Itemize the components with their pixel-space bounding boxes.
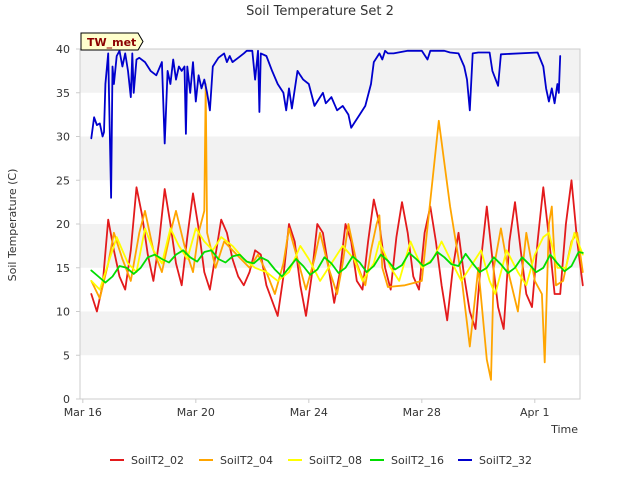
y-tick-label: 35	[56, 87, 70, 100]
x-tick-label: Apr 1	[520, 406, 550, 419]
grid-band	[80, 49, 580, 93]
plot-bands	[80, 49, 580, 399]
grid-band	[80, 136, 580, 181]
legend-item: SoilT2_04	[199, 454, 273, 467]
series-lines	[90, 49, 584, 381]
y-axis: 0 5 10 15 20 25 30 35 40	[56, 43, 80, 406]
legend-item: SoilT2_16	[370, 454, 444, 467]
legend-label: SoilT2_32	[479, 454, 532, 467]
station-badge: TW_met	[80, 32, 144, 51]
y-tick-label: 30	[56, 131, 70, 144]
legend-label: SoilT2_16	[391, 454, 444, 467]
chart-title: Soil Temperature Set 2	[246, 4, 394, 19]
series-line-soilt2-08	[90, 227, 584, 295]
grid-band	[80, 180, 580, 224]
y-tick-label: 15	[56, 262, 70, 275]
y-tick-label: 40	[56, 43, 70, 56]
grid-band	[80, 311, 580, 356]
y-tick-label: 10	[56, 306, 70, 319]
grid-band	[80, 355, 580, 399]
x-tick-label: Mar 20	[177, 406, 215, 419]
legend-label: SoilT2_08	[309, 454, 362, 467]
legend-label: SoilT2_04	[220, 454, 273, 467]
y-axis-label: Soil Temperature (C)	[6, 169, 19, 282]
x-axis: Mar 16 Mar 20 Mar 24 Mar 28 Apr 1	[64, 399, 550, 419]
station-badge-box	[80, 32, 144, 51]
series-line-soilt2-16	[90, 249, 584, 284]
x-tick-label: Mar 16	[64, 406, 102, 419]
legend: SoilT2_02 SoilT2_04 SoilT2_08 SoilT2_16 Soil…	[110, 454, 532, 467]
legend-label: SoilT2_02	[131, 454, 184, 467]
x-tick-label: Mar 24	[290, 406, 328, 419]
series-line-soilt2-04	[90, 83, 584, 381]
legend-item: SoilT2_32	[458, 454, 532, 467]
legend-item: SoilT2_08	[288, 454, 362, 467]
y-tick-label: 25	[56, 174, 70, 187]
station-badge-label: TW_met	[87, 36, 136, 49]
x-tick-label: Mar 28	[403, 406, 441, 419]
legend-item: SoilT2_02	[110, 454, 184, 467]
y-tick-label: 0	[63, 393, 70, 406]
y-tick-label: 20	[56, 218, 70, 231]
y-tick-label: 5	[63, 349, 70, 362]
x-axis-label: Time	[550, 423, 578, 436]
series-line-soilt2-32	[90, 49, 562, 199]
